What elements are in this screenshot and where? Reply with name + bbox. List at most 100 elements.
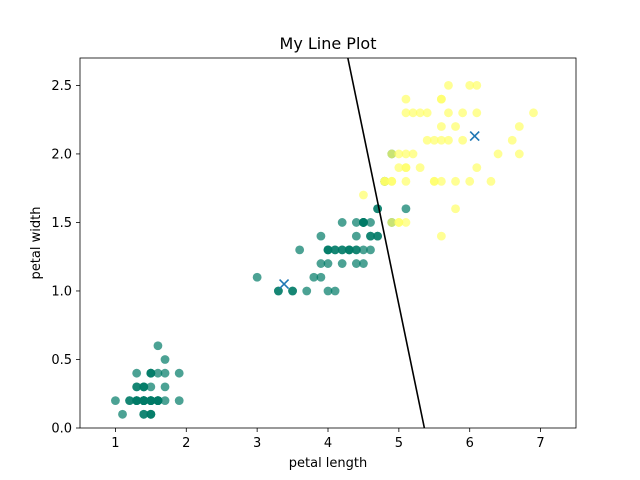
y-tick-label: 0.5 [51, 353, 72, 368]
data-point [436, 231, 446, 241]
x-tick-label: 7 [536, 436, 544, 451]
x-tick-label: 5 [395, 436, 403, 451]
data-point [146, 382, 156, 392]
data-point [436, 122, 446, 131]
data-point [415, 163, 425, 173]
y-tick-label: 0.0 [51, 422, 72, 437]
data-point [351, 231, 361, 241]
data-point [422, 135, 432, 145]
y-tick-label: 1.0 [51, 284, 72, 299]
x-tick-label: 2 [182, 436, 190, 451]
data-point [408, 149, 418, 159]
plot-frame [80, 58, 576, 428]
data-points [111, 81, 538, 419]
data-point [111, 396, 120, 405]
data-point [288, 286, 297, 296]
decision-boundary-line [347, 57, 426, 429]
x-axis-ticks: 1 2 3 4 5 6 7 [111, 428, 545, 451]
data-point [401, 218, 411, 227]
data-point [387, 176, 397, 186]
data-point [153, 396, 163, 405]
data-point [146, 368, 156, 378]
data-point [444, 135, 453, 145]
data-point [337, 218, 347, 227]
data-point [472, 163, 482, 173]
data-point [458, 135, 468, 145]
data-point [309, 272, 319, 282]
data-point [132, 396, 142, 405]
data-point [118, 409, 127, 419]
data-point [160, 396, 170, 405]
data-point [132, 382, 142, 392]
data-point [451, 122, 460, 131]
data-point [146, 409, 156, 419]
data-point [323, 245, 333, 255]
data-point [451, 204, 460, 214]
data-point [359, 190, 368, 200]
data-point [429, 135, 439, 145]
data-point [436, 135, 446, 145]
data-point [458, 108, 468, 118]
data-point [146, 396, 156, 405]
data-point [359, 218, 368, 227]
data-point [507, 135, 517, 145]
data-point [493, 149, 503, 159]
data-point [472, 108, 482, 118]
data-point [444, 108, 453, 118]
data-point [366, 231, 375, 241]
data-point [274, 286, 283, 296]
chart-title: My Line Plot [280, 34, 377, 53]
x-tick-label: 1 [111, 436, 119, 451]
x-tick-label: 3 [253, 436, 261, 451]
data-point [316, 231, 326, 241]
data-point [302, 286, 312, 296]
data-point [422, 108, 432, 118]
data-point [401, 108, 411, 118]
data-point [394, 218, 404, 227]
data-point [486, 176, 496, 186]
data-point [394, 163, 404, 173]
data-point [160, 368, 170, 378]
x-tick-label: 6 [466, 436, 474, 451]
data-point [436, 94, 446, 104]
data-point [132, 368, 142, 378]
data-point [330, 286, 340, 296]
data-point [451, 176, 460, 186]
data-point [160, 382, 170, 392]
data-point [359, 259, 368, 268]
y-tick-label: 2.5 [51, 79, 72, 94]
y-axis-ticks: 0.0 0.5 1.0 1.5 2.0 2.5 [51, 79, 80, 437]
data-point [514, 149, 524, 159]
data-point [401, 163, 411, 173]
data-point [380, 176, 390, 186]
x-axis-label: petal length [289, 456, 368, 471]
data-point [401, 149, 411, 159]
data-point [316, 272, 326, 282]
y-tick-label: 2.0 [51, 147, 72, 162]
data-point [330, 245, 340, 255]
data-point [387, 218, 397, 227]
data-point [514, 122, 524, 131]
data-point [366, 245, 375, 255]
data-point [387, 149, 397, 159]
data-point [337, 245, 347, 255]
data-point [351, 259, 361, 268]
data-point [139, 382, 149, 392]
data-point [252, 272, 262, 282]
data-point [351, 218, 361, 227]
data-point [436, 176, 446, 186]
centroid-marker [469, 131, 480, 142]
data-point [344, 245, 354, 255]
data-point [160, 355, 170, 364]
data-point [465, 81, 475, 90]
centroid-markers [279, 131, 480, 290]
data-point [401, 176, 411, 186]
data-point [153, 341, 163, 351]
data-point [529, 108, 538, 118]
data-point [323, 259, 333, 268]
data-point [472, 81, 482, 90]
data-point [153, 368, 163, 378]
plot-area [80, 57, 576, 429]
centroid-marker [279, 279, 290, 290]
